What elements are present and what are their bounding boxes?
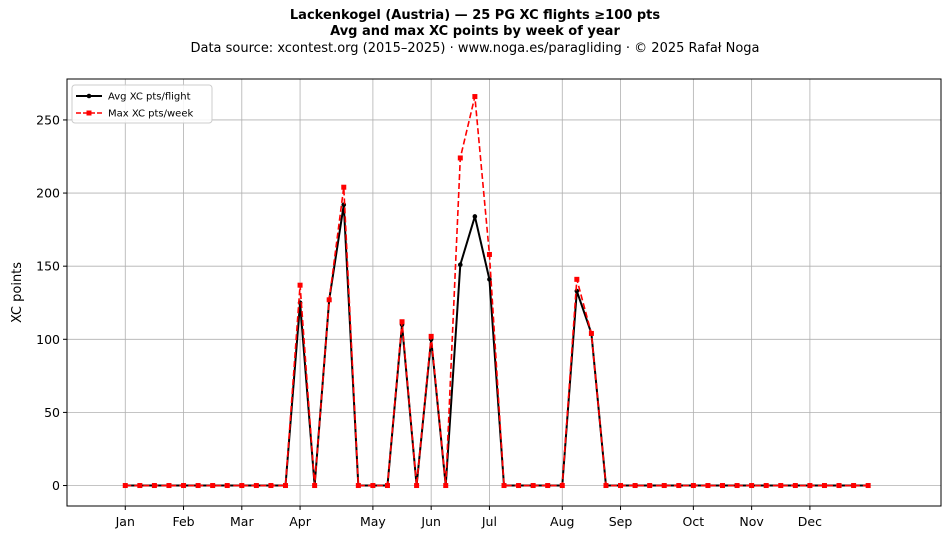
- data-point-2: [414, 483, 420, 489]
- data-point-2: [283, 483, 288, 489]
- x-tick-label: Sep: [609, 514, 633, 529]
- data-point-2: [195, 483, 201, 489]
- data-point-2: [676, 483, 682, 489]
- data-point-2: [865, 483, 871, 489]
- data-point-2: [457, 155, 463, 161]
- y-axis-label: XC points: [10, 262, 25, 323]
- data-point-2: [341, 184, 347, 190]
- data-point-2: [603, 483, 609, 489]
- x-tick-label: Apr: [289, 514, 311, 529]
- data-point-2: [851, 483, 857, 489]
- data-point-2: [181, 483, 187, 489]
- data-point-2: [821, 483, 827, 489]
- x-tick-label: Jun: [420, 514, 441, 529]
- data-point-2: [151, 483, 157, 489]
- legend[interactable]: Avg XC pts/flight Max XC pts/week: [71, 84, 213, 124]
- data-point-2: [326, 297, 332, 303]
- data-point-2: [516, 483, 522, 489]
- data-point-2: [807, 483, 813, 489]
- data-point-2: [501, 483, 507, 489]
- x-tick-label: Dec: [798, 514, 822, 529]
- data-point-2: [792, 483, 798, 489]
- y-tick-label: 200: [36, 186, 60, 201]
- plot-frame: [66, 78, 942, 507]
- data-source-note: Data source: xcontest.org (2015–2025) · …: [190, 41, 760, 56]
- data-point-2: [705, 483, 711, 489]
- data-point-2: [778, 483, 784, 489]
- data-point-2: [399, 319, 405, 325]
- data-point-2: [443, 483, 449, 489]
- legend-marker-1: [86, 93, 92, 99]
- x-tick-label: Feb: [172, 514, 194, 529]
- data-point-2: [122, 483, 128, 489]
- data-point-2: [690, 483, 696, 489]
- x-tick-label: Oct: [683, 514, 705, 529]
- legend-label-1: Avg XC pts/flight: [108, 92, 191, 103]
- chart-title: Lackenkogel (Austria) — 25 PG XC flights…: [289, 8, 661, 23]
- data-point-2: [312, 483, 318, 489]
- legend-label-2: Max XC pts/week: [108, 109, 193, 120]
- legend-box: [71, 84, 213, 124]
- data-point-1: [472, 214, 478, 219]
- data-point-2: [297, 282, 303, 288]
- data-point-2: [239, 483, 245, 489]
- data-point-2: [355, 483, 361, 489]
- y-tick-label: 150: [36, 259, 60, 274]
- data-point-2: [472, 94, 478, 100]
- data-point-2: [763, 483, 769, 489]
- data-point-2: [574, 276, 580, 282]
- data-point-2: [268, 483, 274, 489]
- data-point-1: [487, 277, 492, 282]
- data-point-2: [734, 483, 740, 489]
- series-line-1: [125, 203, 869, 487]
- y-tick-label: 250: [36, 112, 60, 127]
- data-point-2: [370, 483, 376, 489]
- y-tick-label: 100: [36, 332, 60, 347]
- y-tick-label: 0: [52, 478, 60, 493]
- x-tick-label: May: [360, 514, 386, 529]
- data-point-2: [588, 330, 594, 336]
- data-point-1: [458, 262, 463, 268]
- data-point-2: [618, 483, 624, 489]
- x-tick-label: Jul: [481, 514, 497, 529]
- legend-marker-2: [86, 110, 92, 116]
- data-point-2: [647, 483, 653, 489]
- axes: 0 50 100 150 200 250 Jan Feb Mar Apr May Jun Jul Aug S…: [10, 78, 942, 529]
- data-point-2: [224, 483, 230, 489]
- data-point-2: [253, 483, 259, 489]
- series-line-2: [125, 95, 869, 487]
- data-point-2: [428, 333, 434, 339]
- x-tick-label: Aug: [550, 514, 574, 529]
- x-tick-label: Jan: [115, 514, 135, 529]
- data-point-2: [720, 483, 725, 489]
- chart-subtitle: Avg and max XC points by week of year: [330, 24, 620, 39]
- data-point-2: [749, 483, 755, 489]
- data-point-2: [836, 483, 842, 489]
- data-point-2: [661, 483, 667, 489]
- series-group: [122, 94, 871, 489]
- data-point-2: [384, 483, 390, 489]
- y-tick-label: 50: [44, 405, 60, 420]
- data-point-2: [632, 483, 638, 489]
- data-point-2: [210, 483, 216, 489]
- chart-titles: Lackenkogel (Austria) — 25 PG XC flights…: [0, 8, 950, 57]
- x-tick-label: Mar: [230, 514, 254, 529]
- grid: [67, 79, 941, 506]
- data-point-2: [137, 483, 143, 489]
- data-point-2: [545, 483, 551, 489]
- data-point-2: [486, 251, 492, 257]
- data-point-2: [559, 483, 565, 489]
- x-tick-label: Nov: [739, 514, 764, 529]
- data-point-2: [530, 483, 536, 489]
- data-point-2: [166, 483, 172, 489]
